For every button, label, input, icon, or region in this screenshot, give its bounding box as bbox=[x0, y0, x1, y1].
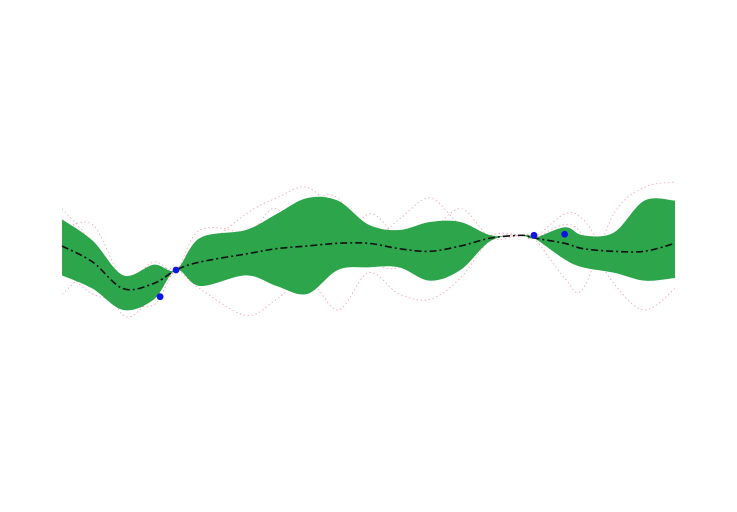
observation-point-2 bbox=[172, 266, 180, 274]
observation-point-1 bbox=[156, 293, 164, 301]
observation-point-4 bbox=[561, 230, 569, 238]
observation-points bbox=[156, 230, 569, 301]
confidence-band-area bbox=[62, 196, 675, 311]
observation-point-3 bbox=[530, 231, 538, 239]
mean-line-group bbox=[61, 234, 676, 291]
sample-line-2 bbox=[61, 224, 676, 316]
mean-line bbox=[61, 234, 676, 291]
confidence-band bbox=[62, 196, 675, 311]
